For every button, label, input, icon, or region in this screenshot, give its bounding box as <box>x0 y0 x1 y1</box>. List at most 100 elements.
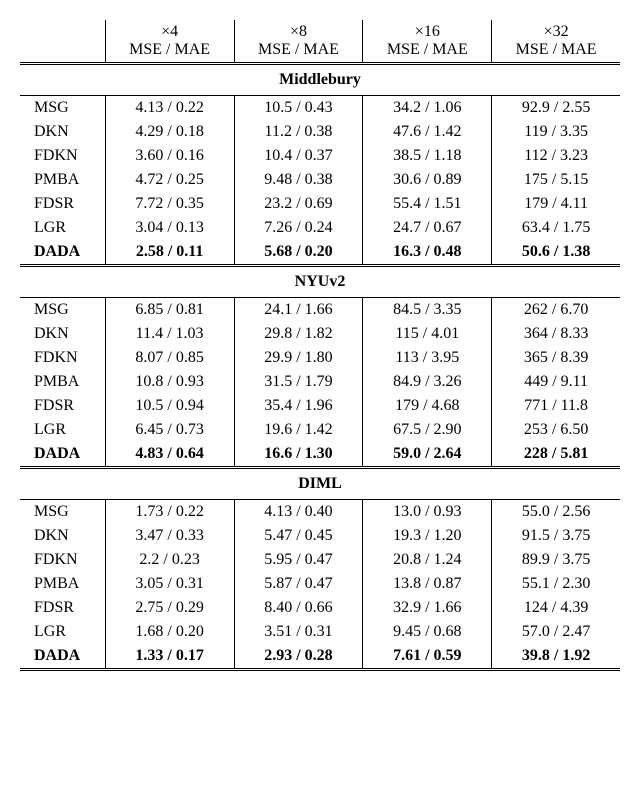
method-cell: LGR <box>20 216 105 240</box>
method-cell: DADA <box>20 442 105 468</box>
value-cell: 175 / 5.15 <box>492 168 620 192</box>
value-cell: 47.6 / 1.42 <box>363 120 492 144</box>
header-metric-1: MSE / MAE <box>234 41 363 64</box>
method-cell: PMBA <box>20 370 105 394</box>
value-cell: 24.1 / 1.66 <box>234 298 363 323</box>
method-cell: FDSR <box>20 192 105 216</box>
value-cell: 364 / 8.33 <box>492 322 620 346</box>
value-cell: 11.2 / 0.38 <box>234 120 363 144</box>
value-cell: 179 / 4.11 <box>492 192 620 216</box>
value-cell: 7.26 / 0.24 <box>234 216 363 240</box>
value-cell: 10.5 / 0.43 <box>234 96 363 121</box>
section-title-row: Middlebury <box>20 64 620 96</box>
method-cell: DADA <box>20 644 105 670</box>
value-cell: 3.60 / 0.16 <box>105 144 234 168</box>
value-cell: 92.9 / 2.55 <box>492 96 620 121</box>
value-cell: 29.9 / 1.80 <box>234 346 363 370</box>
value-cell: 7.72 / 0.35 <box>105 192 234 216</box>
header-metric-3: MSE / MAE <box>492 41 620 64</box>
table-row: FDSR7.72 / 0.3523.2 / 0.6955.4 / 1.51179… <box>20 192 620 216</box>
table-row: FDSR10.5 / 0.9435.4 / 1.96179 / 4.68771 … <box>20 394 620 418</box>
table-header: ×4 ×8 ×16 ×32 MSE / MAE MSE / MAE MSE / … <box>20 20 620 64</box>
value-cell: 124 / 4.39 <box>492 596 620 620</box>
value-cell: 3.51 / 0.31 <box>234 620 363 644</box>
value-cell: 1.73 / 0.22 <box>105 500 234 525</box>
method-cell: DADA <box>20 240 105 266</box>
header-scale-2: ×16 <box>363 20 492 41</box>
method-cell: FDKN <box>20 144 105 168</box>
value-cell: 59.0 / 2.64 <box>363 442 492 468</box>
value-cell: 4.13 / 0.40 <box>234 500 363 525</box>
value-cell: 10.4 / 0.37 <box>234 144 363 168</box>
value-cell: 84.9 / 3.26 <box>363 370 492 394</box>
method-cell: MSG <box>20 298 105 323</box>
method-cell: MSG <box>20 500 105 525</box>
method-cell: LGR <box>20 620 105 644</box>
table-row: LGR3.04 / 0.137.26 / 0.2424.7 / 0.6763.4… <box>20 216 620 240</box>
value-cell: 113 / 3.95 <box>363 346 492 370</box>
value-cell: 9.48 / 0.38 <box>234 168 363 192</box>
table-end-rule <box>20 670 620 672</box>
table-row: MSG4.13 / 0.2210.5 / 0.4334.2 / 1.0692.9… <box>20 96 620 121</box>
header-scale-row: ×4 ×8 ×16 ×32 <box>20 20 620 41</box>
value-cell: 13.8 / 0.87 <box>363 572 492 596</box>
results-table: ×4 ×8 ×16 ×32 MSE / MAE MSE / MAE MSE / … <box>20 20 620 671</box>
method-cell: LGR <box>20 418 105 442</box>
value-cell: 24.7 / 0.67 <box>363 216 492 240</box>
value-cell: 8.40 / 0.66 <box>234 596 363 620</box>
value-cell: 5.95 / 0.47 <box>234 548 363 572</box>
table-row: MSG1.73 / 0.224.13 / 0.4013.0 / 0.9355.0… <box>20 500 620 525</box>
value-cell: 8.07 / 0.85 <box>105 346 234 370</box>
table-row: DKN4.29 / 0.1811.2 / 0.3847.6 / 1.42119 … <box>20 120 620 144</box>
table-row: LGR6.45 / 0.7319.6 / 1.4267.5 / 2.90253 … <box>20 418 620 442</box>
value-cell: 3.04 / 0.13 <box>105 216 234 240</box>
value-cell: 1.68 / 0.20 <box>105 620 234 644</box>
value-cell: 63.4 / 1.75 <box>492 216 620 240</box>
value-cell: 13.0 / 0.93 <box>363 500 492 525</box>
value-cell: 55.4 / 1.51 <box>363 192 492 216</box>
value-cell: 91.5 / 3.75 <box>492 524 620 548</box>
value-cell: 19.3 / 1.20 <box>363 524 492 548</box>
method-cell: DKN <box>20 322 105 346</box>
method-cell: DKN <box>20 120 105 144</box>
method-cell: PMBA <box>20 168 105 192</box>
value-cell: 67.5 / 2.90 <box>363 418 492 442</box>
value-cell: 50.6 / 1.38 <box>492 240 620 266</box>
method-cell: PMBA <box>20 572 105 596</box>
value-cell: 7.61 / 0.59 <box>363 644 492 670</box>
method-cell: MSG <box>20 96 105 121</box>
header-metric-2: MSE / MAE <box>363 41 492 64</box>
table-row: DADA1.33 / 0.172.93 / 0.287.61 / 0.5939.… <box>20 644 620 670</box>
value-cell: 29.8 / 1.82 <box>234 322 363 346</box>
value-cell: 2.2 / 0.23 <box>105 548 234 572</box>
value-cell: 5.68 / 0.20 <box>234 240 363 266</box>
table-row: DKN11.4 / 1.0329.8 / 1.82115 / 4.01364 /… <box>20 322 620 346</box>
method-cell: FDSR <box>20 596 105 620</box>
table-row: PMBA3.05 / 0.315.87 / 0.4713.8 / 0.8755.… <box>20 572 620 596</box>
value-cell: 23.2 / 0.69 <box>234 192 363 216</box>
value-cell: 5.87 / 0.47 <box>234 572 363 596</box>
value-cell: 35.4 / 1.96 <box>234 394 363 418</box>
value-cell: 4.13 / 0.22 <box>105 96 234 121</box>
value-cell: 57.0 / 2.47 <box>492 620 620 644</box>
table-row: PMBA4.72 / 0.259.48 / 0.3830.6 / 0.89175… <box>20 168 620 192</box>
value-cell: 4.72 / 0.25 <box>105 168 234 192</box>
value-cell: 31.5 / 1.79 <box>234 370 363 394</box>
value-cell: 3.05 / 0.31 <box>105 572 234 596</box>
value-cell: 9.45 / 0.68 <box>363 620 492 644</box>
value-cell: 4.83 / 0.64 <box>105 442 234 468</box>
value-cell: 11.4 / 1.03 <box>105 322 234 346</box>
value-cell: 39.8 / 1.92 <box>492 644 620 670</box>
value-cell: 119 / 3.35 <box>492 120 620 144</box>
value-cell: 32.9 / 1.66 <box>363 596 492 620</box>
method-cell: FDKN <box>20 548 105 572</box>
value-cell: 449 / 9.11 <box>492 370 620 394</box>
end-rule-cell <box>20 670 620 672</box>
value-cell: 30.6 / 0.89 <box>363 168 492 192</box>
value-cell: 20.8 / 1.24 <box>363 548 492 572</box>
table-row: FDSR2.75 / 0.298.40 / 0.6632.9 / 1.66124… <box>20 596 620 620</box>
value-cell: 55.0 / 2.56 <box>492 500 620 525</box>
header-metric-0: MSE / MAE <box>105 41 234 64</box>
header-scale-0: ×4 <box>105 20 234 41</box>
value-cell: 16.3 / 0.48 <box>363 240 492 266</box>
